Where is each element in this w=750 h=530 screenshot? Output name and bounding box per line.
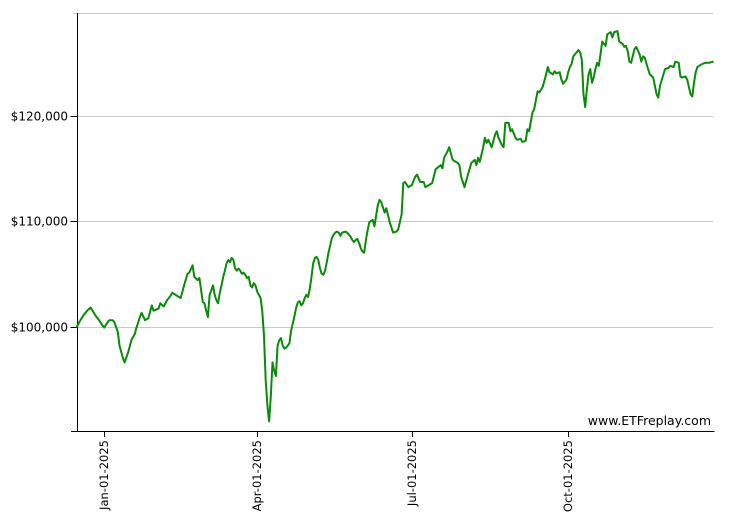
y-axis-labels: $100,000 $110,000 $120,000 — [11, 110, 68, 335]
x-tick-label-2025-01-01: Jan-01-2025 — [97, 440, 111, 511]
y-tick-label-120000: $120,000 — [11, 110, 68, 124]
gridlines — [77, 116, 713, 328]
x-tick-marks — [104, 431, 569, 437]
watermark-link[interactable]: www.ETFreplay.com — [588, 413, 711, 428]
y-tick-marks — [70, 116, 77, 328]
y-tick-label-100000: $100,000 — [11, 321, 68, 335]
y-tick-label-110000: $110,000 — [11, 215, 68, 229]
x-tick-label-2025-10-01: Oct-01-2025 — [561, 440, 575, 512]
x-tick-label-2025-04-01: Apr-01-2025 — [250, 440, 264, 511]
x-axis-labels: Jan-01-2025 Apr-01-2025 Jul-01-2025 Oct-01-… — [97, 440, 575, 512]
portfolio-value-line — [76, 30, 714, 423]
x-tick-label-2025-07-01: Jul-01-2025 — [405, 440, 419, 507]
